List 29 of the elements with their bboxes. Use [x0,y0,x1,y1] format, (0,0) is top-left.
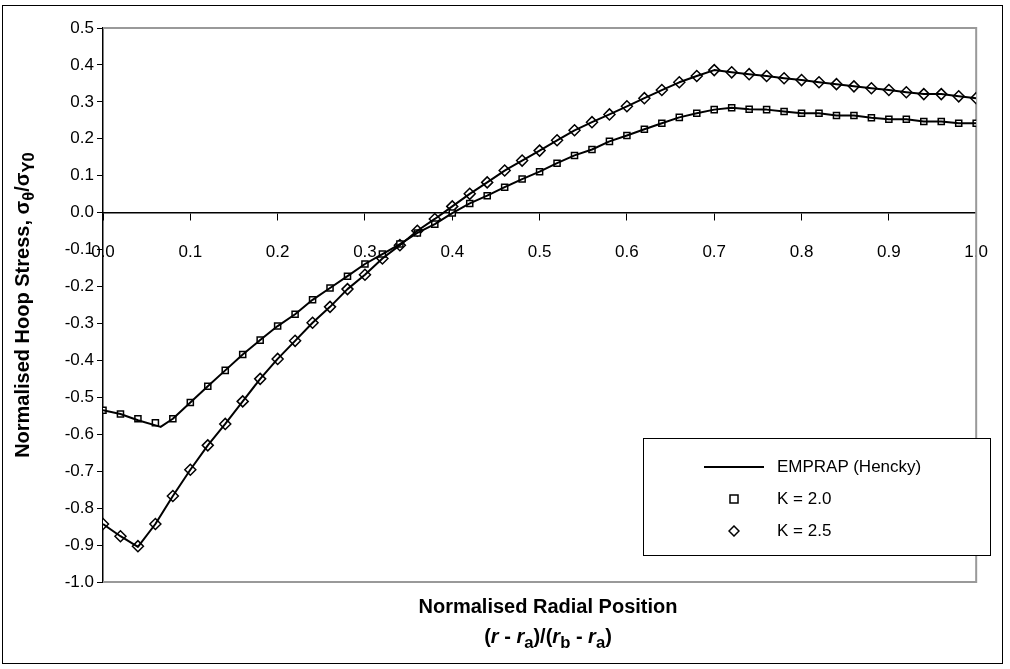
y-tick-label: -0.7 [64,460,94,480]
y-tick-label: -0.4 [64,350,94,370]
y-tick-label: 0.5 [70,17,94,37]
y-tick-label: -0.8 [64,497,94,517]
x-tick-label: 0.9 [877,241,901,261]
x-tick-label: 0.8 [789,241,814,261]
text: Normalised Radial Position (r - r$_{a}$)/(r$_{b}$ - r$_{a}$) [418,595,678,652]
y-tick-label: -0.5 [64,387,94,407]
x-tick-label: 0.4 [440,241,465,261]
legend-label: EMPRAP (Hencky) [777,457,922,477]
y-tick-label: 0.0 [70,202,94,222]
legend-label: K = 2.5 [777,521,832,541]
x-tick-label: 0.6 [615,241,639,261]
y-tick-label: 0.4 [70,54,94,74]
x-tick-label: 1.0 [964,241,988,261]
y-tick-label: 0.3 [70,91,94,111]
x-tick-label: 0.7 [702,241,727,261]
y-tick-label: -0.9 [64,534,94,554]
x-tick-label: 0.5 [527,241,552,261]
x-tick-label: 0.2 [265,241,290,261]
legend-label: K = 2.0 [777,489,832,509]
y-tick-label: -0.6 [64,423,94,443]
x-tick-label: 0.1 [178,241,203,261]
y-tick-label: -0.3 [64,313,94,333]
x-tick-label: 0.3 [353,241,377,261]
y-tick-label: 0.2 [70,128,94,148]
y-tick-label: -0.2 [64,276,94,296]
y-tick-label: 0.1 [70,165,94,185]
y-tick-label: -1.0 [64,571,94,591]
